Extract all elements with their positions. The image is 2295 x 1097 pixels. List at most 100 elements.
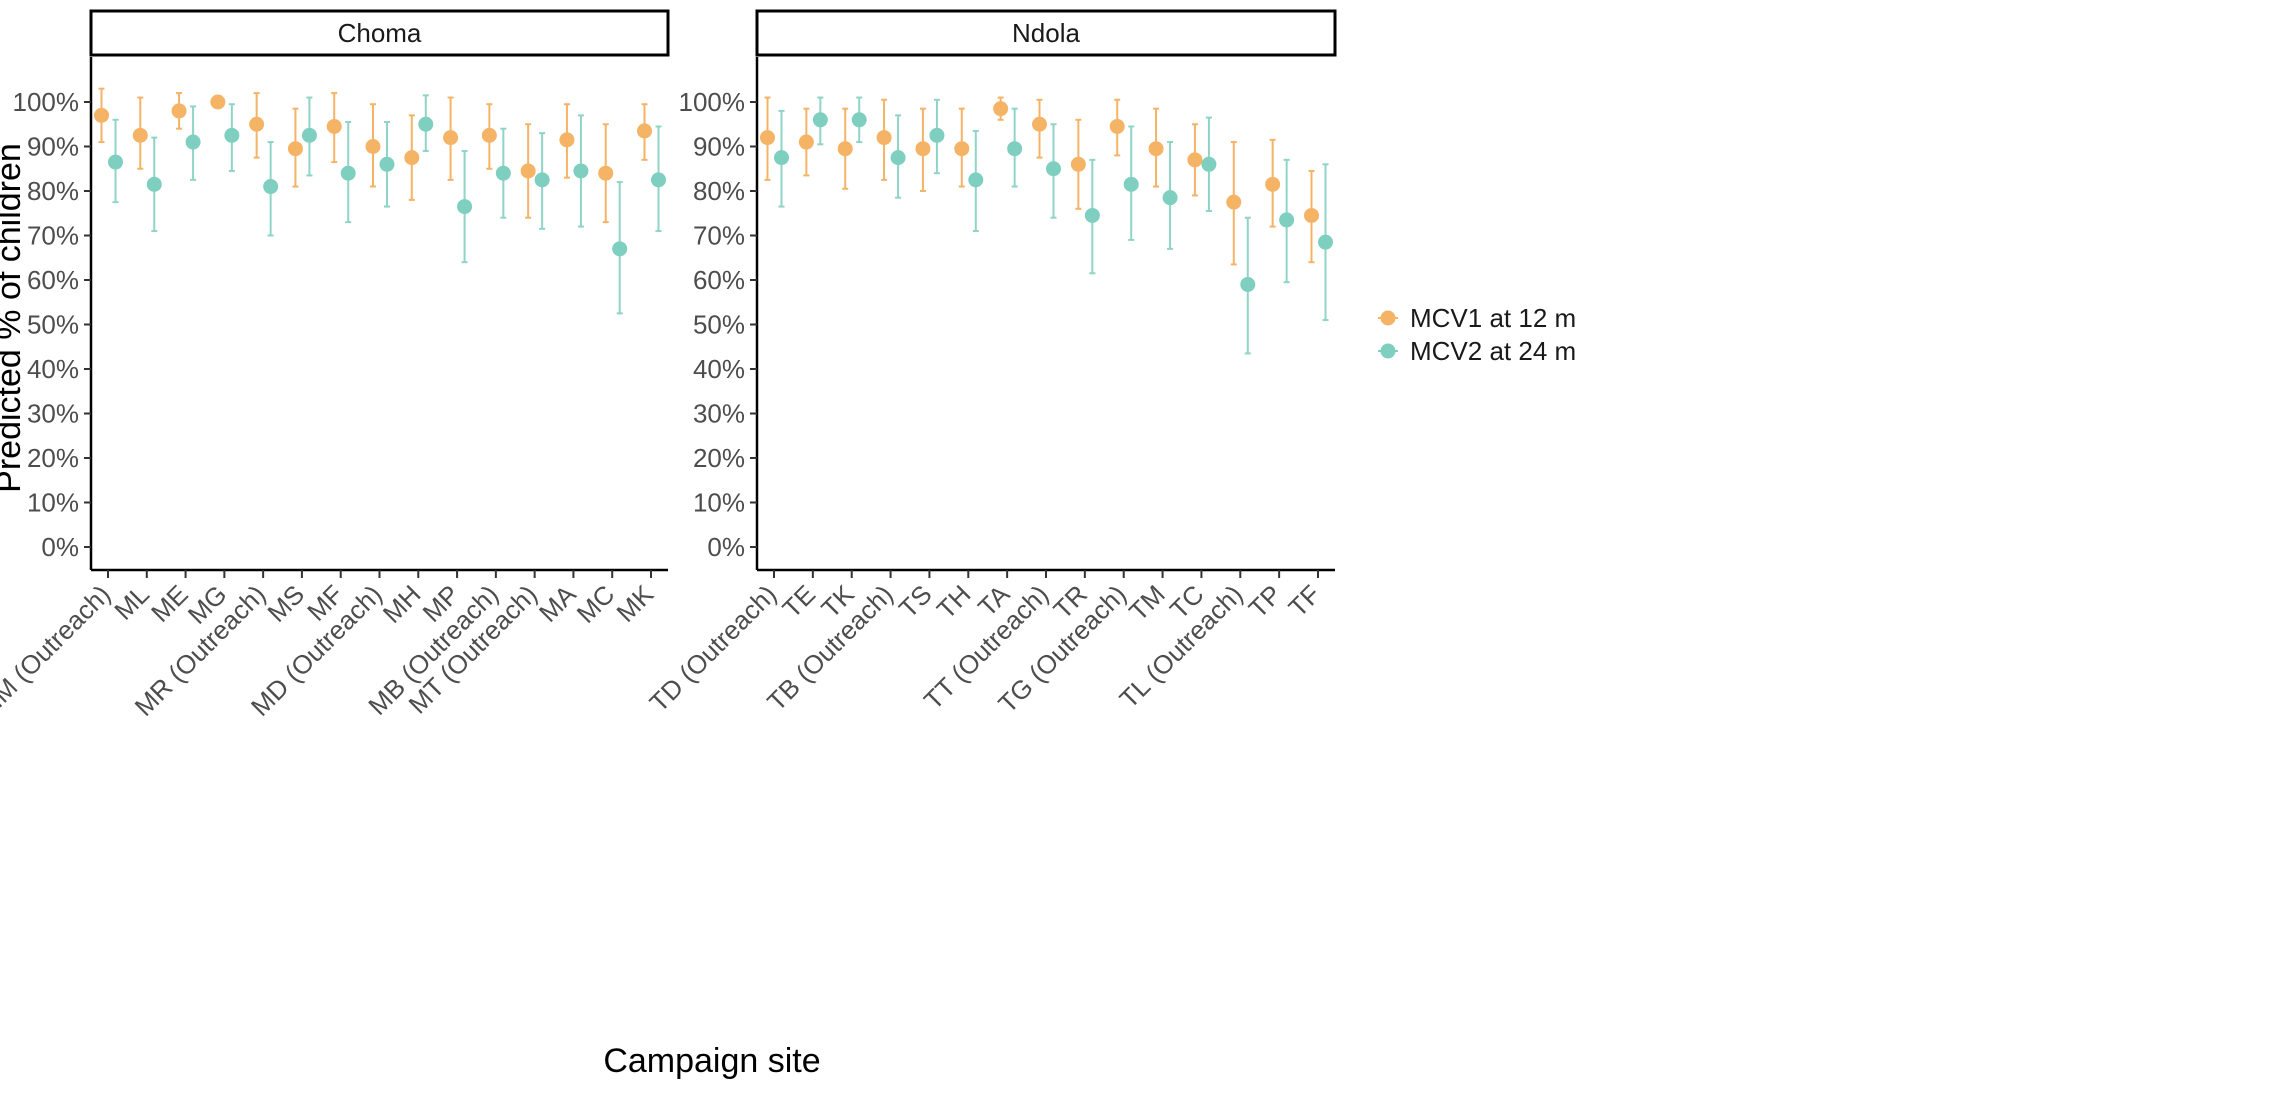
data-point: [1226, 194, 1242, 210]
series-2: [774, 96, 1333, 355]
facet-strip-label: Choma: [338, 18, 422, 48]
data-point: [573, 163, 589, 179]
x-tick-label: TS: [893, 579, 938, 624]
data-point: [812, 112, 828, 128]
data-point: [1318, 234, 1333, 250]
data-point: [263, 179, 279, 195]
data-point: [1084, 207, 1100, 223]
data-point: [249, 116, 265, 132]
x-tick-label: MK: [610, 579, 659, 628]
data-point: [404, 150, 420, 166]
y-tick-label: 40%: [27, 354, 79, 384]
data-point: [326, 118, 342, 134]
data-point: [954, 141, 970, 157]
y-tick-label: 10%: [693, 488, 745, 518]
data-point: [1007, 141, 1023, 157]
data-point: [94, 107, 109, 123]
series-2: [108, 94, 666, 315]
data-point: [915, 141, 931, 157]
data-point: [1162, 190, 1178, 206]
facet-panel-2: Ndola0%10%20%30%40%50%60%70%80%90%100%TD…: [644, 9, 1337, 719]
data-point: [1148, 141, 1164, 157]
data-point: [1240, 276, 1256, 292]
x-tick-label: TP: [1243, 579, 1288, 624]
facets-layer: Choma 0% 10% 20% 30% 40% 50% 60% 70% 80% 90% 100% MM…: [0, 9, 1337, 724]
data-point: [534, 172, 550, 188]
data-point: [1265, 176, 1281, 192]
data-point: [1109, 118, 1125, 134]
series-1: [760, 96, 1319, 266]
data-point: [1201, 156, 1217, 172]
x-axis-title: Campaign site: [603, 1042, 820, 1080]
data-point: [890, 150, 906, 166]
data-point: [1187, 152, 1203, 168]
data-point: [457, 199, 473, 215]
facet-strip-label: Ndola: [1012, 18, 1080, 48]
data-point: [287, 141, 303, 157]
data-point: [365, 139, 381, 154]
y-tick-label: 0%: [41, 532, 79, 562]
data-point: [340, 165, 356, 181]
data-point: [1046, 161, 1061, 177]
data-point: [481, 127, 497, 143]
series-1: [94, 87, 652, 224]
y-tick-label: 100%: [13, 87, 80, 117]
data-point: [210, 94, 226, 110]
data-point: [798, 134, 814, 150]
y-tick-label: 60%: [693, 265, 745, 295]
data-point: [418, 116, 434, 132]
data-point: [993, 101, 1009, 117]
data-point: [1032, 116, 1047, 132]
data-point: [132, 127, 148, 143]
y-tick-label: 70%: [693, 221, 745, 251]
data-point: [520, 163, 536, 179]
y-tick-label: 80%: [693, 176, 745, 206]
y-tick-label: 50%: [27, 310, 79, 340]
data-point: [443, 130, 459, 146]
y-tick-label: 100%: [679, 87, 746, 117]
facet-strip: [755, 9, 1337, 57]
data-point: [774, 150, 789, 166]
data-point: [185, 134, 201, 150]
data-point: [171, 103, 187, 119]
data-point: [876, 130, 892, 146]
data-point: [301, 127, 317, 143]
x-tick-label: TE: [776, 579, 821, 624]
data-point: [612, 241, 628, 257]
data-point: [1123, 176, 1139, 192]
data-point: [108, 154, 123, 170]
legend-entry-2: MCV2 at 24 m: [1378, 336, 1576, 366]
data-point: [837, 141, 853, 157]
data-point: [224, 127, 240, 143]
facet-strip: [89, 9, 670, 57]
data-point: [651, 172, 666, 188]
legend-label: MCV1 at 12 m: [1410, 303, 1576, 333]
data-point: [495, 165, 511, 181]
y-tick-label: 60%: [27, 265, 79, 295]
y-tick-label: 30%: [27, 399, 79, 429]
data-point: [929, 127, 945, 143]
y-tick-label: 70%: [27, 221, 79, 251]
y-tick-label: 20%: [27, 443, 79, 473]
data-point: [379, 156, 395, 172]
data-point: [760, 130, 775, 146]
y-tick-label: 10%: [27, 488, 79, 518]
y-tick-label: 90%: [693, 132, 745, 162]
data-point: [1279, 212, 1295, 228]
y-tick-label: 20%: [693, 443, 745, 473]
y-tick-label: 50%: [693, 310, 745, 340]
y-tick-label: 40%: [693, 354, 745, 384]
facet-panel-1: Choma 0% 10% 20% 30% 40% 50% 60% 70% 80% 90% 100% MM…: [0, 9, 670, 724]
legend-entry-1: MCV1 at 12 m: [1378, 303, 1576, 333]
y-tick-label: 80%: [27, 176, 79, 206]
x-tick-label: MM (Outreach): [0, 579, 116, 724]
y-axis-title: Predicted % of children: [0, 143, 28, 493]
legend-key-point: [1380, 310, 1396, 326]
data-point: [1070, 156, 1086, 172]
x-tick-label: TH: [931, 579, 977, 625]
data-point: [851, 112, 867, 128]
legend-label: MCV2 at 24 m: [1410, 336, 1576, 366]
y-tick-label: 30%: [693, 399, 745, 429]
